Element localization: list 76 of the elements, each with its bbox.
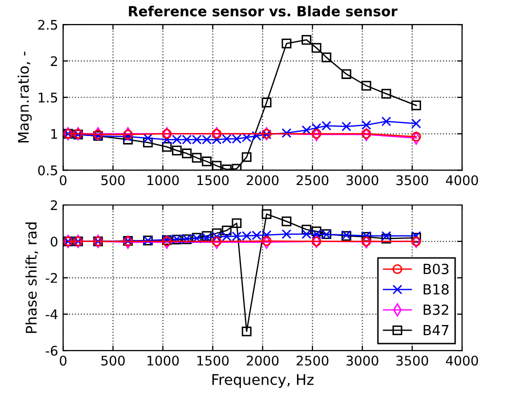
point xyxy=(222,226,232,236)
point xyxy=(192,152,202,163)
x-axis-title: Frequency, Hz xyxy=(212,374,314,388)
point xyxy=(381,234,392,244)
point xyxy=(242,326,252,336)
point xyxy=(342,122,352,132)
x-tick-label: 3000 xyxy=(346,175,378,186)
legend-label: B03 xyxy=(424,264,448,274)
point xyxy=(282,216,292,226)
legend-label: B18 xyxy=(424,284,449,295)
point xyxy=(212,236,222,246)
x-tick-label: 4000 xyxy=(446,356,478,366)
point xyxy=(123,132,133,142)
point xyxy=(411,132,422,142)
point xyxy=(202,156,212,166)
point xyxy=(172,146,182,156)
x-tick-label: 500 xyxy=(101,356,125,366)
y-tick-label: 2 xyxy=(50,200,57,210)
x-tick-label: 1500 xyxy=(197,175,229,186)
chart-title: Reference sensor vs. Blade sensor xyxy=(128,6,398,16)
point xyxy=(262,236,272,246)
point xyxy=(381,116,392,126)
y-tick-label: 1.5 xyxy=(38,92,58,103)
point xyxy=(242,152,252,162)
point xyxy=(282,229,292,239)
y-axis-title: Phase shift, rad xyxy=(25,222,38,333)
x-tick-label: 1500 xyxy=(197,356,229,366)
x-tick-label: 3000 xyxy=(346,356,378,366)
x-tick-label: 2500 xyxy=(296,175,328,186)
point xyxy=(381,231,392,241)
y-tick-label: 0 xyxy=(50,236,58,247)
x-tick-label: 3500 xyxy=(396,175,428,186)
x-tick-label: 2500 xyxy=(296,356,328,366)
x-tick-label: 3500 xyxy=(396,356,428,366)
y-tick-label: 1 xyxy=(51,129,58,139)
point xyxy=(411,118,422,128)
legend-label: B47 xyxy=(424,325,448,336)
point xyxy=(312,226,322,236)
x-tick-label: 500 xyxy=(101,175,125,186)
point xyxy=(322,52,332,62)
point xyxy=(361,80,372,91)
x-tick-label: 2000 xyxy=(246,175,279,186)
x-tick-label: 1000 xyxy=(148,356,179,366)
x-tick-label: 1000 xyxy=(148,175,179,186)
y-tick-label: 2 xyxy=(50,56,57,66)
point xyxy=(123,130,133,140)
y-tick-label: -2 xyxy=(46,272,57,283)
point xyxy=(182,148,192,158)
point xyxy=(302,224,312,234)
point xyxy=(143,133,153,143)
y-tick-label: 2.5 xyxy=(38,20,58,30)
point xyxy=(312,128,322,139)
point xyxy=(312,43,322,53)
point xyxy=(361,120,372,130)
point xyxy=(143,138,153,148)
point xyxy=(381,88,392,99)
x-tick-label: 4000 xyxy=(446,175,478,186)
point xyxy=(262,98,272,108)
point xyxy=(162,142,172,152)
x-tick-label: 2000 xyxy=(246,356,279,366)
y-axis-title: Magn.ratio, - xyxy=(18,52,32,142)
point xyxy=(212,160,222,170)
point xyxy=(411,100,422,110)
legend-label: B32 xyxy=(424,304,448,315)
point xyxy=(282,38,292,48)
point xyxy=(342,69,352,79)
x-tick-label: 0 xyxy=(60,356,66,366)
x-tick-label: 0 xyxy=(60,175,66,186)
point xyxy=(282,128,292,138)
point xyxy=(262,209,272,219)
point xyxy=(361,128,372,139)
y-tick-label: -4 xyxy=(46,310,58,320)
y-tick-label: -6 xyxy=(46,346,58,356)
y-tick-label: 0.5 xyxy=(38,165,58,176)
point xyxy=(302,35,312,45)
point xyxy=(232,218,242,228)
